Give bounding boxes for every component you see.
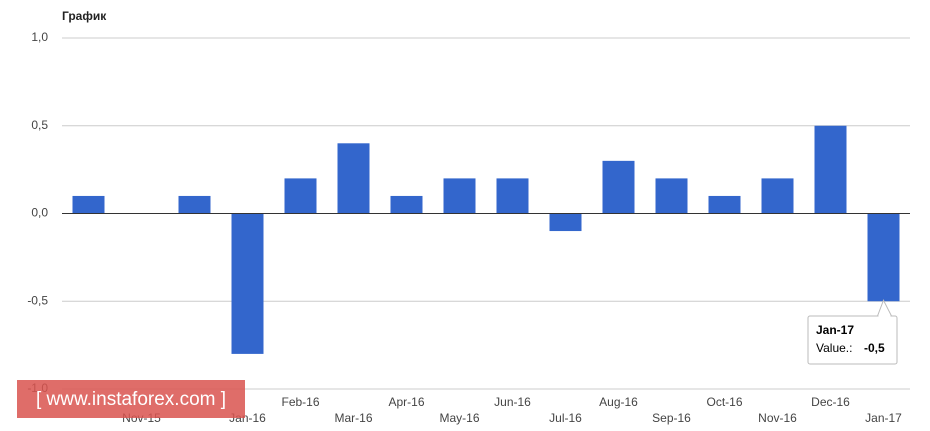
bar <box>72 195 105 214</box>
y-tick-label: -0,5 <box>27 293 48 307</box>
x-tick-label: Jul-16 <box>549 411 582 425</box>
bar <box>602 160 635 214</box>
bar <box>231 213 264 354</box>
tooltip-label: Value.: <box>816 341 852 355</box>
bar <box>496 178 529 214</box>
bar <box>867 213 900 302</box>
bar <box>655 178 688 214</box>
y-tick-label: 1,0 <box>31 30 48 44</box>
bar <box>178 195 211 214</box>
bar <box>337 143 370 214</box>
bar <box>390 195 423 214</box>
bar <box>443 178 476 214</box>
chart-title: График <box>62 9 107 23</box>
x-tick-label: Jan-17 <box>865 411 902 425</box>
x-tick-label: Aug-16 <box>599 395 638 409</box>
x-tick-label: Feb-16 <box>281 395 319 409</box>
bar <box>708 195 741 214</box>
bar <box>761 178 794 214</box>
tooltip-pointer <box>877 299 892 317</box>
x-tick-label: Mar-16 <box>334 411 372 425</box>
x-tick-label: Dec-16 <box>811 395 850 409</box>
watermark: [ www.instaforex.com ] <box>36 389 226 410</box>
bar <box>284 178 317 214</box>
y-tick-label: 0,5 <box>31 118 48 132</box>
x-tick-label: Oct-16 <box>706 395 742 409</box>
bar <box>549 213 582 232</box>
x-tick-label: May-16 <box>439 411 479 425</box>
watermark-box <box>17 380 245 418</box>
x-tick-label: Apr-16 <box>388 395 424 409</box>
tooltip-value: -0,5 <box>864 341 885 355</box>
tooltip <box>807 315 898 365</box>
tooltip-cover <box>878 315 891 318</box>
x-tick-label: Jun-16 <box>494 395 531 409</box>
x-tick-label: Nov-16 <box>758 411 797 425</box>
x-tick-label: Sep-16 <box>652 411 691 425</box>
y-tick-label: 0,0 <box>31 206 48 220</box>
bar <box>814 125 847 214</box>
tooltip-title: Jan-17 <box>816 323 854 337</box>
